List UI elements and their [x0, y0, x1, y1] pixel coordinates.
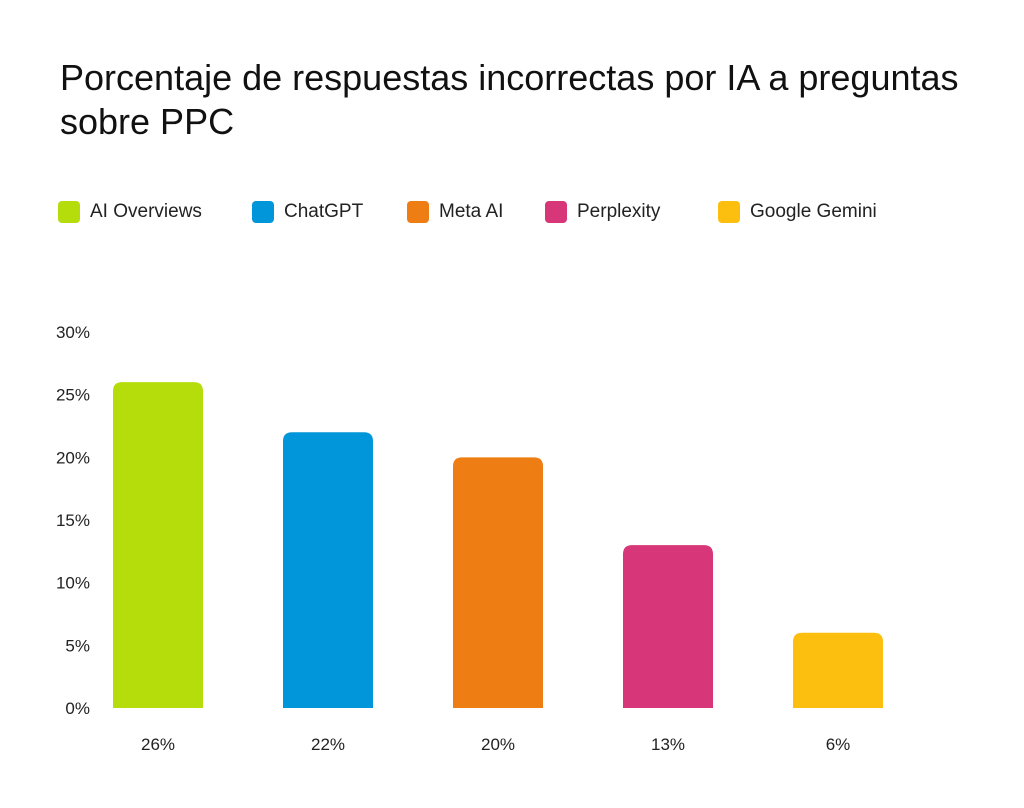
data-label: 6% — [826, 735, 851, 754]
y-tick-label: 5% — [65, 636, 90, 655]
legend-item: AI Overviews — [58, 201, 202, 223]
legend-item: ChatGPT — [252, 201, 363, 223]
bar-meta-ai — [453, 457, 543, 708]
legend-label: Meta AI — [439, 201, 504, 222]
legend-item: Meta AI — [407, 201, 503, 223]
y-tick-label: 20% — [56, 448, 90, 467]
legend-label: Google Gemini — [750, 201, 877, 222]
y-tick-label: 10% — [56, 574, 90, 593]
legend-label: Perplexity — [577, 201, 661, 222]
legend-label: AI Overviews — [90, 201, 202, 222]
legend-swatch — [545, 201, 567, 223]
legend-swatch — [252, 201, 274, 223]
legend-swatch — [407, 201, 429, 223]
data-label: 20% — [481, 735, 515, 754]
legend-item: Perplexity — [545, 201, 660, 223]
y-tick-label: 0% — [65, 699, 90, 718]
legend-item: Google Gemini — [718, 201, 877, 223]
legend-swatch — [58, 201, 80, 223]
bar-google-gemini — [793, 632, 883, 708]
chart-title: Porcentaje de respuestas incorrectas por… — [60, 57, 959, 142]
legend-label: ChatGPT — [284, 201, 364, 222]
legend-swatch — [718, 201, 740, 223]
bar-perplexity — [623, 545, 713, 708]
data-label: 13% — [651, 735, 685, 754]
y-tick-label: 15% — [56, 511, 90, 530]
y-tick-label: 30% — [56, 323, 90, 342]
bar-ai-overviews — [113, 382, 203, 708]
y-tick-label: 25% — [56, 386, 90, 405]
data-label: 22% — [311, 735, 345, 754]
bar-chatgpt — [283, 432, 373, 708]
data-label: 26% — [141, 735, 175, 754]
